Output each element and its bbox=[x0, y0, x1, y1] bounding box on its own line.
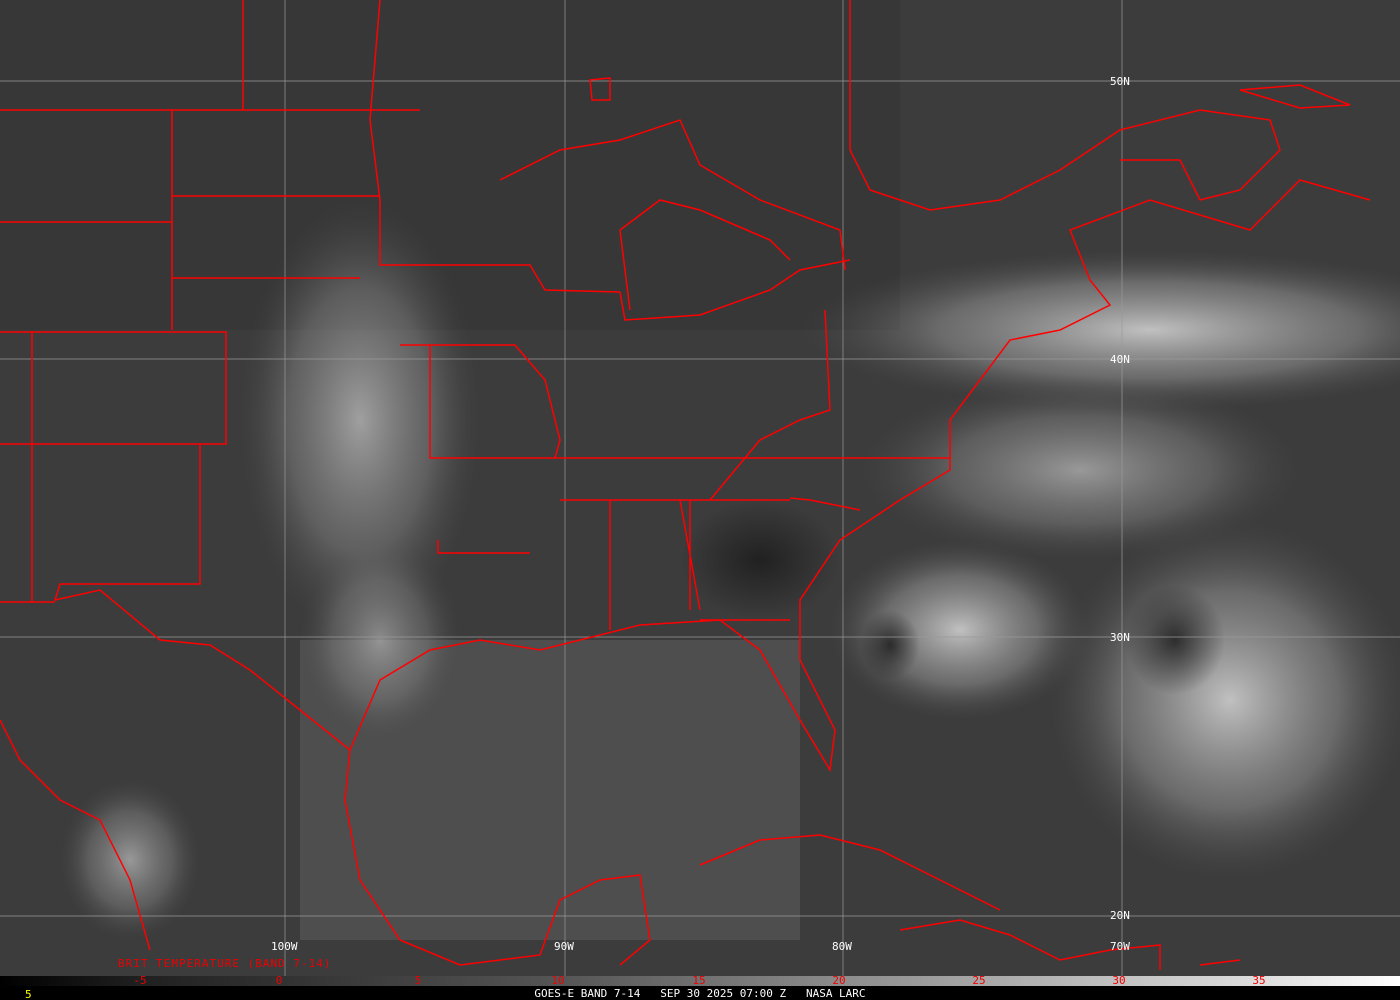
cloud-atlantic-storm bbox=[1050, 520, 1400, 880]
lat-label-20n: 20N bbox=[1110, 909, 1130, 922]
lon-label-100w: 100W bbox=[271, 940, 298, 953]
storm-eye-2 bbox=[860, 610, 920, 680]
temperature-colorbar bbox=[0, 976, 1400, 986]
colorbar-tick: 10 bbox=[551, 974, 565, 987]
satellite-imagery bbox=[0, 0, 1400, 976]
image-caption: GOES-E BAND 7-14 SEP 30 2025 07:00 Z NAS… bbox=[534, 987, 866, 1000]
cloud-atlantic bbox=[860, 380, 1300, 560]
cloud-texas bbox=[300, 540, 460, 740]
cloud-plains bbox=[240, 200, 480, 640]
cloud-mexico bbox=[60, 780, 200, 940]
colorbar-tick: -5 bbox=[133, 974, 147, 987]
colorbar-tick: 20 bbox=[832, 974, 846, 987]
colorbar-tick: 0 bbox=[275, 974, 283, 987]
colorbar-tick: 15 bbox=[692, 974, 706, 987]
frame-number: 5 bbox=[25, 988, 32, 1000]
caption-bar bbox=[0, 986, 1400, 1000]
lat-label-40n: 40N bbox=[1110, 353, 1130, 366]
cloud-band-northeast bbox=[800, 250, 1400, 410]
lon-label-90w: 90W bbox=[554, 940, 574, 953]
colorbar-tick: 5 bbox=[414, 974, 422, 987]
lat-label-30n: 30N bbox=[1110, 631, 1130, 644]
lon-label-70w: 70W bbox=[1110, 940, 1130, 953]
colorbar-tick: 35 bbox=[1252, 974, 1266, 987]
colorbar-tick: 30 bbox=[1112, 974, 1126, 987]
lat-label-50n: 50N bbox=[1110, 75, 1130, 88]
colorbar-tick: 25 bbox=[972, 974, 986, 987]
lat-lon-grid bbox=[0, 0, 1400, 976]
dark-region-georgia bbox=[680, 500, 840, 620]
political-boundaries bbox=[0, 0, 1371, 970]
storm-eye-1 bbox=[1125, 585, 1225, 695]
product-label: BRIT TEMPERATURE (BAND 7-14) bbox=[118, 957, 332, 970]
lon-label-80w: 80W bbox=[832, 940, 852, 953]
